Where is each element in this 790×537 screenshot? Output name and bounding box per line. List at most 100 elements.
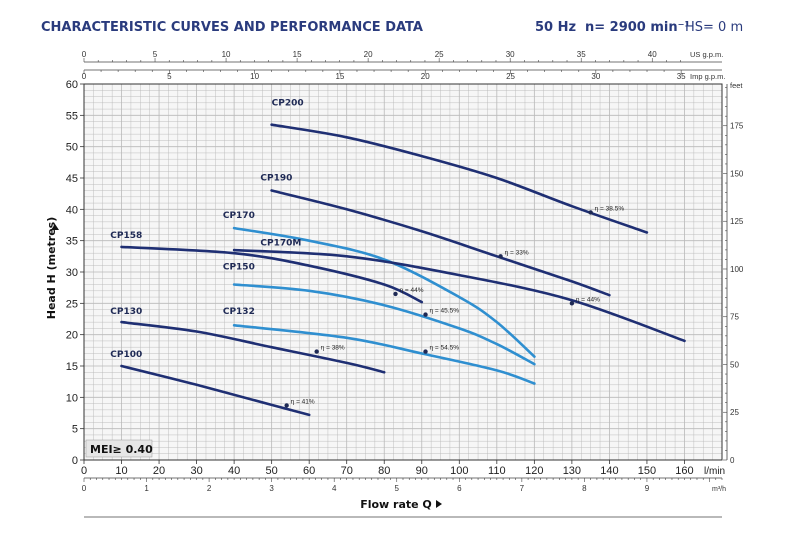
y-tick-label: 40	[66, 204, 78, 216]
feet-tick-label: 50	[730, 360, 739, 369]
efficiency-label: η = 44%	[399, 287, 423, 294]
y-axis-arrow-icon	[51, 224, 59, 230]
curve-label-cp100: CP100	[110, 350, 142, 360]
x-axis-arrow-icon	[436, 500, 442, 508]
m3h-tick-label: 2	[207, 484, 212, 493]
m3h-tick-label: 3	[269, 484, 274, 493]
curve-cp170m	[232, 248, 686, 343]
x-tick-label: 140	[600, 465, 618, 477]
us-gpm-tick-label: 0	[82, 50, 87, 59]
curve-cp100	[120, 364, 311, 417]
imp-gpm-tick-label: 20	[421, 72, 430, 81]
x-tick-label: 0	[81, 465, 87, 477]
imp-gpm-tick-label: 30	[591, 72, 600, 81]
x-tick-label: 100	[450, 465, 468, 477]
feet-tick-label: 100	[730, 265, 744, 274]
x-tick-label: 80	[378, 465, 390, 477]
y-tick-label: 30	[66, 267, 78, 279]
curve-cp190	[270, 189, 611, 297]
x-unit-label: l/min	[704, 466, 725, 477]
efficiency-label: η = 41%	[291, 398, 315, 405]
imp-gpm-tick-label: 15	[335, 72, 344, 81]
chart-title: CHARACTERISTIC CURVES AND PERFORMANCE DA…	[41, 20, 423, 35]
us-gpm-tick-label: 25	[435, 50, 444, 59]
curve-label-cp170m: CP170M	[260, 239, 301, 249]
feet-tick-label: 0	[730, 456, 735, 465]
y-tick-label: 10	[66, 392, 78, 404]
efficiency-point	[284, 403, 289, 408]
x-tick-label: 20	[153, 465, 165, 477]
x-tick-label: 110	[488, 465, 506, 477]
curve-label-cp158: CP158	[110, 231, 142, 241]
y-tick-label: 45	[66, 173, 78, 185]
feet-unit-label: feet	[730, 81, 743, 90]
curve-label-cp132: CP132	[223, 307, 255, 317]
x-tick-label: 120	[525, 465, 543, 477]
x-tick-label: 50	[266, 465, 278, 477]
x-tick-label: 60	[303, 465, 315, 477]
imp-gpm-tick-label: 25	[506, 72, 515, 81]
chart-series	[120, 123, 686, 417]
feet-tick-label: 75	[730, 313, 739, 322]
x-tick-label: 10	[115, 465, 127, 477]
m3h-tick-label: 8	[582, 484, 587, 493]
efficiency-point	[393, 291, 398, 297]
y-tick-label: 35	[66, 236, 78, 248]
m3h-tick-label: 4	[332, 484, 337, 493]
x-tick-label: 90	[416, 465, 428, 477]
x-tick-label: 130	[563, 465, 581, 477]
mei-label: MEI≥ 0.40	[90, 443, 153, 456]
curve-label-cp170: CP170	[223, 211, 255, 221]
imp-gpm-unit-label: Imp g.p.m.	[690, 72, 725, 81]
us-gpm-tick-label: 35	[577, 50, 586, 59]
m3h-tick-label: 5	[395, 484, 400, 493]
efficiency-point	[314, 349, 319, 354]
speed-label: n= 2900 min⁻¹	[585, 20, 690, 35]
curve-label-cp190: CP190	[260, 174, 292, 184]
us-gpm-tick-label: 5	[153, 50, 158, 59]
efficiency-label: η = 38.5%	[595, 205, 625, 212]
imp-gpm-tick-label: 35	[677, 72, 686, 81]
efficiency-label: η = 54.5%	[430, 345, 460, 352]
chart-grid	[83, 83, 723, 461]
feet-tick-label: 175	[730, 122, 744, 131]
imp-gpm-tick-label: 0	[82, 72, 87, 81]
m3h-tick-label: 0	[82, 484, 87, 493]
frequency-label: 50 Hz	[535, 20, 576, 35]
us-gpm-tick-label: 40	[648, 50, 657, 59]
curve-label-cp150: CP150	[223, 262, 255, 272]
y-tick-label: 20	[66, 330, 78, 342]
chart-axes: 0 10 20 30 40 50 60 70 80 90 100 110 120 130 140 150 160…	[66, 50, 744, 493]
feet-tick-label: 150	[730, 169, 744, 178]
curve-cp200	[270, 123, 649, 234]
feet-tick-label: 25	[730, 408, 739, 417]
efficiency-label: η = 38%	[321, 345, 345, 352]
y-tick-label: 25	[66, 298, 78, 310]
efficiency-point	[498, 254, 503, 259]
curve-cp170	[232, 226, 536, 358]
efficiency-point	[423, 349, 428, 354]
us-gpm-tick-label: 10	[222, 50, 231, 59]
m3h-unit-label: m³/h	[712, 486, 726, 493]
y-tick-label: 15	[66, 361, 78, 373]
m3h-tick-label: 9	[645, 484, 650, 493]
curve-cp158	[120, 245, 424, 304]
efficiency-point	[423, 312, 428, 317]
y-axis-label: Head H (metres)	[45, 217, 58, 320]
us-gpm-tick-label: 20	[364, 50, 373, 59]
x-tick-label: 40	[228, 465, 240, 477]
efficiency-label: η = 45.5%	[430, 308, 460, 315]
curve-cp130	[120, 320, 386, 374]
efficiency-point	[569, 301, 575, 306]
y-tick-label: 55	[66, 110, 78, 122]
feet-tick-label: 125	[730, 217, 744, 226]
x-tick-label: 160	[675, 465, 693, 477]
m3h-tick-label: 1	[144, 484, 149, 493]
chart-labels: CP200 η = 38.5% CP190 η = 33% CP170 CP170M η =…	[110, 98, 624, 405]
m3h-tick-label: 7	[520, 484, 525, 493]
y-tick-label: 60	[66, 79, 78, 91]
imp-gpm-tick-label: 5	[167, 72, 172, 81]
efficiency-point	[588, 210, 593, 215]
x-tick-label: 30	[190, 465, 202, 477]
